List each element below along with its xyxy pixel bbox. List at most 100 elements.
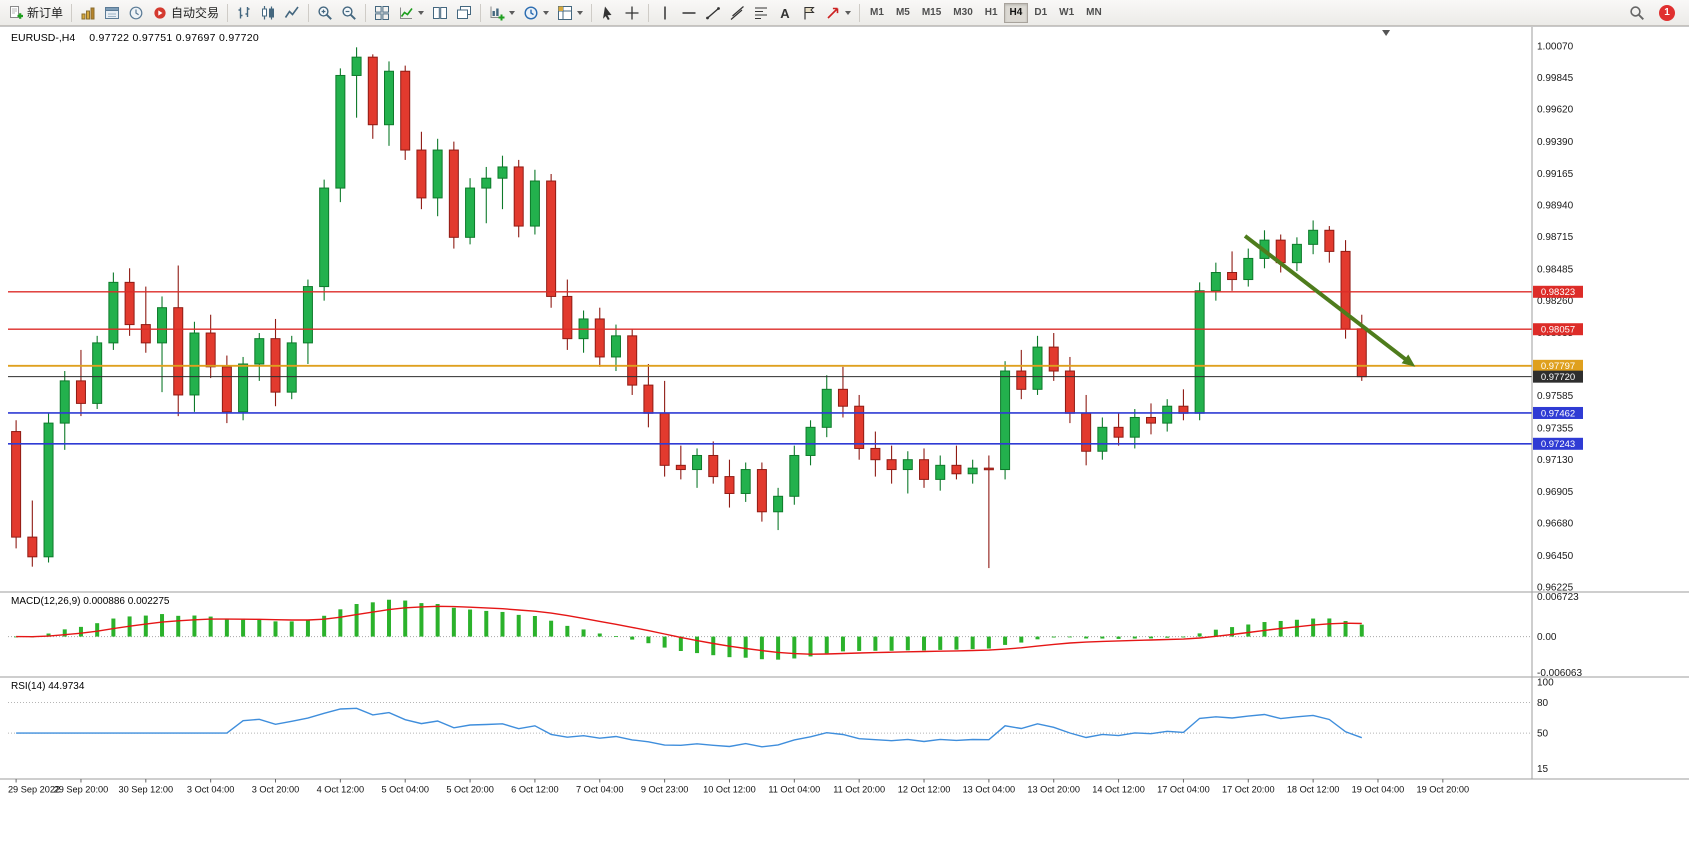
periods-button[interactable] [519,2,553,24]
draw-vertical-line-button[interactable] [653,2,677,24]
price-axis[interactable] [1533,26,1689,779]
candlestick [1162,405,1173,424]
macd-bar [1246,624,1251,637]
macd-bar [338,609,343,637]
time-axis-label: 13 Oct 04:00 [963,785,1016,795]
macd-bar [176,615,181,637]
macd-bar [1327,618,1332,637]
search-button[interactable] [1625,2,1649,24]
candlestick [935,464,946,480]
candlestick [659,412,670,466]
toolbar-right-cluster: 1 [1625,2,1685,24]
price-tick-label: 0.97585 [1537,391,1574,402]
timeframe-m15-button[interactable]: M15 [921,7,942,18]
chevron-down-icon [577,10,584,15]
auto-arrange-button[interactable] [428,2,452,24]
candlestick [1227,272,1238,281]
timeframe-h1-button[interactable]: H1 [984,7,998,18]
macd-bar [273,621,278,637]
macd-bar [1230,627,1235,637]
tile-windows-button[interactable] [370,2,394,24]
draw-fibonacci-button[interactable] [749,2,773,24]
price-tick-label: 0.99165 [1537,169,1574,180]
doc-plus-icon [8,5,24,21]
macd-panel[interactable] [8,592,1532,677]
candlestick [951,464,962,475]
candlestick [1000,370,1011,471]
draw-label-button[interactable] [797,2,821,24]
main-chart-panel[interactable] [8,30,1532,592]
candlestick [140,324,151,344]
trend-icon [705,5,721,21]
chart-canvas[interactable]: 1.00070 0.99845 0.99620 0.99390 0.99165 0.989… [0,26,1689,863]
draw-text-button[interactable]: A [773,2,797,24]
macd-bar [630,636,635,640]
timeframe-m1-button[interactable]: M1 [870,7,884,18]
candlestick [870,447,881,461]
magnifier-minus-icon [341,5,357,21]
crosshair-button[interactable] [620,2,644,24]
trend-arrow[interactable] [1243,234,1416,367]
candlestick [627,335,638,386]
candlestick [708,454,719,478]
profiles-button[interactable] [76,2,100,24]
timeframe-m5-button[interactable]: M5 [895,7,910,18]
candlestick [1032,346,1043,390]
timeframe-w1-button[interactable]: W1 [1059,7,1075,18]
macd-bar [1262,622,1267,637]
timeframe-d1-button[interactable]: D1 [1034,7,1048,18]
bar-chart-mode-button[interactable] [232,2,256,24]
zoom-in-button[interactable] [313,2,337,24]
time-axis-label: 17 Oct 04:00 [1157,785,1210,795]
timeframe-h4-button[interactable]: H4 [1003,2,1029,23]
candlestick [837,388,848,407]
macd-bar [111,618,116,637]
draw-channel-button[interactable] [725,2,749,24]
cursor-button[interactable] [596,2,620,24]
price-badge-0.98057 [1533,323,1583,336]
macd-bar [241,619,246,637]
price-tick-label: 0.98940 [1537,200,1574,211]
data-window-button[interactable] [124,2,148,24]
candlestick [562,295,573,340]
chevron-down-icon [543,10,550,15]
time-axis-label: 17 Oct 20:00 [1222,785,1275,795]
indicators-button[interactable] [394,2,428,24]
time-axis-label: 19 Oct 04:00 [1352,785,1405,795]
timeframe-m30-button[interactable]: M30 [953,7,973,18]
candle-chart-mode-button[interactable] [256,2,280,24]
time-axis[interactable] [0,779,1689,803]
time-axis-label: 19 Oct 20:00 [1417,785,1470,795]
macd-bar [224,619,229,637]
candlestick [157,307,168,344]
ohlc-icon [236,5,252,21]
draw-arrows-button[interactable] [821,2,855,24]
cascade-icon [456,5,472,21]
auto-trading-button[interactable]: 自动交易 [148,2,223,24]
macd-bar [1100,636,1105,639]
rsi-panel[interactable] [8,677,1532,779]
candlestick [173,307,184,396]
draw-horizontal-line-button[interactable] [677,2,701,24]
new-order-button[interactable]: 新订单 [4,2,67,24]
timeframe-mn-button[interactable]: MN [1086,7,1102,18]
new-chart-button[interactable] [485,2,519,24]
macd-bar [1149,636,1153,639]
market-watch-button[interactable] [100,2,124,24]
macd-axis-labels: 0.006723 0.00 -0.006063 [1537,592,1582,679]
draw-trendline-button[interactable] [701,2,725,24]
price-badge-0.97797 [1533,359,1583,372]
rsi-axis-label: 100 [1537,677,1554,688]
chart-shift-marker[interactable] [1382,30,1391,36]
profiles-icon [80,5,96,21]
toolbar-separator [591,3,593,22]
level-lines [8,291,1532,445]
time-axis-label: 14 Oct 12:00 [1092,785,1145,795]
zoom-out-button[interactable] [337,2,361,24]
cascade-windows-button[interactable] [452,2,476,24]
line-chart-mode-button[interactable] [280,2,304,24]
macd-bar [662,636,667,648]
notification-badge[interactable]: 1 [1659,4,1675,21]
templates-button[interactable] [553,2,587,24]
